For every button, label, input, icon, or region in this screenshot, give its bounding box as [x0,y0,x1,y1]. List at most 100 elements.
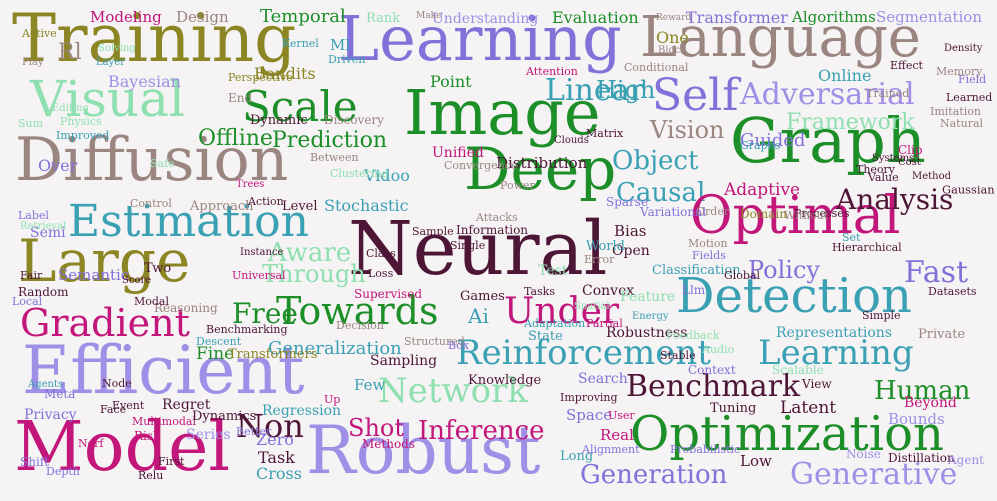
word: Under [504,291,620,332]
word: Editing [52,103,89,114]
word: Information [456,223,529,237]
word: Deep [464,135,617,203]
word: Make [416,11,442,21]
word: Sparse [606,195,649,209]
word: Semi [30,225,66,241]
word: Methods [362,437,416,451]
word: Beyond [904,395,957,411]
word: Vision [650,116,725,144]
word: Llm [682,283,706,297]
word: Trees [236,179,265,190]
word: Generation [580,460,728,490]
word: Optimal [690,186,901,246]
word: Rl [58,40,82,65]
word: Single [450,239,486,252]
word: Unified [432,145,484,161]
word: Classification [652,263,741,278]
word: Event [112,399,145,412]
word: Label [18,209,49,222]
word: Supervised [354,287,423,301]
word: Physics [60,115,102,128]
word: Prediction [272,128,388,153]
word: Diffusion [15,125,289,195]
word: Network [378,371,528,411]
word: Power [500,179,535,192]
word: Representations [776,325,892,341]
word: Structured [404,335,465,348]
word: Over [38,156,78,175]
word: One [656,28,689,47]
word: Distillation [888,451,955,465]
word: Transformers [228,347,318,362]
word: Gradient [20,301,190,345]
word: Nerf [78,437,104,450]
word: Non [236,407,304,445]
word: Graph [730,104,926,177]
word: Kernel [282,37,319,50]
word: Low [740,452,772,470]
word: Causal [616,178,706,208]
word: Design [176,8,229,26]
word: Scalable [772,363,824,377]
word: Probabilistic [670,443,741,456]
word: Cost [898,157,921,168]
word: Adversarial [740,77,915,112]
word: Vidoo [364,166,410,185]
word: Inference [418,416,545,446]
word: Search [578,371,628,387]
word: Dynamic [250,113,308,128]
word: Games [460,289,505,304]
word: Detection [676,268,912,324]
word: Attacks [476,211,518,224]
word: Framework [786,110,915,135]
word: Partial [586,317,623,330]
word: Meta [44,387,76,401]
word: Score [122,275,152,286]
word: Fast [904,255,969,290]
word: Feedback [666,329,720,342]
word: Adaptive [724,180,801,200]
word: Shift [20,455,50,469]
word: Systems [872,153,915,164]
word: Value [868,171,899,184]
word: Decision [336,319,384,332]
word: Model [14,408,231,487]
word: Sample [412,225,454,238]
word: Sum [18,117,44,130]
word: Object [612,146,699,176]
word: Datasets [928,285,977,298]
word: Noise [846,447,881,461]
word: View [802,377,832,391]
word: Open [612,243,650,259]
word: Estimation [68,196,309,247]
word: Discovery [324,113,384,127]
word: Alignment [582,443,640,456]
word: Optimization [630,406,944,462]
word: Task [258,448,295,467]
word: Reward [656,13,692,23]
word: User [608,409,635,422]
word: Temporal [260,6,346,27]
word: Free [232,297,298,330]
word: Segmentation [876,8,983,26]
word: Memory [936,65,983,78]
word: Conditional [624,61,689,74]
word: Regression [262,403,342,419]
word: Audio [702,343,735,356]
word: Agents [28,379,64,390]
word: Fields [692,249,726,262]
word: Modeling [90,8,162,26]
word: High [596,76,656,104]
word: Efficient [22,332,305,409]
word: Face [100,403,127,416]
word: Bias [614,222,647,240]
word: Ai [468,304,489,328]
word: Clip [898,143,923,157]
word: Order [696,205,730,218]
word: Motion [688,237,728,250]
word: Private [918,327,966,342]
word: Effect [890,59,923,72]
word: Multimodal [132,415,196,428]
word: Trained [866,87,910,100]
